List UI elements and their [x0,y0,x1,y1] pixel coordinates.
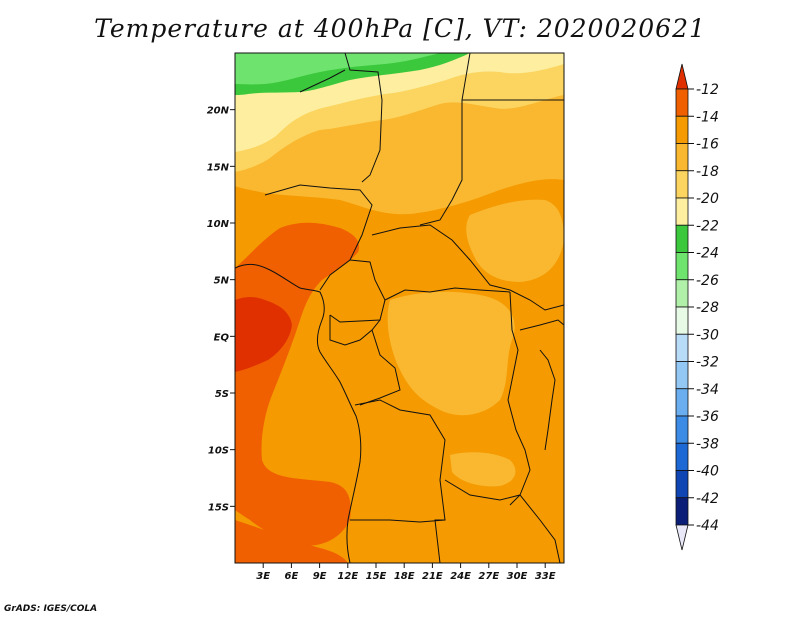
border-zambia [444,479,561,563]
map-panel: 20N 15N 10N 5N EQ 5S 10S 15S 3E 6E 9E 12E 15E 18E 21E… [207,52,565,582]
field-patch-18-south [450,452,516,487]
colorbar-label: -34 [696,382,719,398]
colorbar-swatch [675,252,689,281]
lat-tick-label: 10S [208,446,229,457]
colorbar-swatch [675,224,689,253]
field-patch-18-east [466,199,564,282]
colorbar-label: -32 [696,355,719,371]
lat-tick-label: EQ [214,332,230,343]
lat-tick-label: 5N [214,276,230,287]
colorbar: -12 -14 -16 -18 -20 -22 -24 -26 -28 -30 -32 -34 -36 -… [675,63,719,551]
border-north-2 [419,53,471,226]
border-south [350,519,446,523]
colorbar-swatch [675,415,689,444]
lon-tick-label: 18E [394,571,415,582]
colorbar-swatch [675,115,689,144]
lat-tick-label: 15S [208,502,229,513]
colorbar-label: -26 [696,273,719,289]
longitude-axis: 3E 6E 9E 12E 15E 18E 21E 24E 27E 30E 33E [256,563,556,582]
border-gabon [329,315,381,346]
colorbar-label: -44 [696,518,719,534]
colorbar-swatch [675,170,689,199]
lon-tick-label: 3E [256,571,270,582]
border-angola [354,399,446,563]
temperature-field [235,53,564,563]
border-congo-2 [359,329,401,406]
colorbar-swatch [675,497,689,526]
border-uganda [519,319,564,331]
colorbar-label: -38 [696,436,719,452]
field-patch-18-central [387,291,515,416]
colorbar-swatch [675,197,689,226]
border-drc-east [507,291,531,506]
border-lake-east [539,349,556,451]
colorbar-swatch [675,306,689,335]
lon-tick-label: 6E [285,571,299,582]
border-north-3 [299,69,346,93]
lon-tick-label: 27E [478,571,499,582]
lat-tick-label: 5S [215,389,229,400]
border-nigeria [264,184,373,291]
lon-tick-label: 21E [422,571,443,582]
colorbar-label: -40 [696,464,719,480]
colorbar-label: -18 [696,164,719,180]
lon-tick-label: 12E [337,571,358,582]
colorbar-label: -36 [696,409,719,425]
borders [235,53,564,563]
colorbar-swatch [675,88,689,117]
grads-credit: GrADS: IGES/COLA [4,604,98,614]
colorbar-swatch [675,333,689,362]
latitude-axis: 20N 15N 10N 5N EQ 5S 10S 15S [207,106,235,513]
field-band-14-south [235,520,348,563]
colorbar-swatch [675,388,689,417]
colorbar-swatch [675,143,689,172]
colorbar-label: -42 [696,491,719,507]
colorbar-label: -20 [696,191,719,207]
lon-tick-label: 24E [450,571,471,582]
lat-tick-label: 10N [207,219,230,230]
colorbar-swatch [675,361,689,390]
colorbar-label: -30 [696,327,719,343]
colorbar-label: -16 [696,137,719,153]
colorbar-swatch [675,279,689,308]
map-frame [234,52,565,564]
map-title: Temperature at 400hPa [C], VT: 202002062… [94,14,706,43]
border-congo [384,287,511,301]
lat-tick-label: 20N [207,106,230,117]
lon-tick-label: 30E [507,571,528,582]
lon-tick-label: 15E [366,571,387,582]
colorbar-label: -24 [696,246,719,262]
colorbar-label: -14 [696,109,719,125]
colorbar-swatch [675,442,689,471]
border-north-1 [344,53,383,183]
field-band-26 [235,53,440,85]
border-car [371,224,564,311]
colorbar-swatch [675,470,689,499]
lon-tick-label: 9E [313,571,327,582]
colorbar-label: -28 [696,300,719,316]
field-band-12-west [235,297,292,372]
lon-tick-label: 33E [535,571,556,582]
coastline-west-africa [235,263,362,563]
colorbar-label: -22 [696,218,719,234]
lat-tick-label: 15N [207,162,230,173]
colorbar-top-cap [675,63,689,90]
colorbar-label: -12 [696,82,719,98]
colorbar-bottom-cap [675,524,689,551]
